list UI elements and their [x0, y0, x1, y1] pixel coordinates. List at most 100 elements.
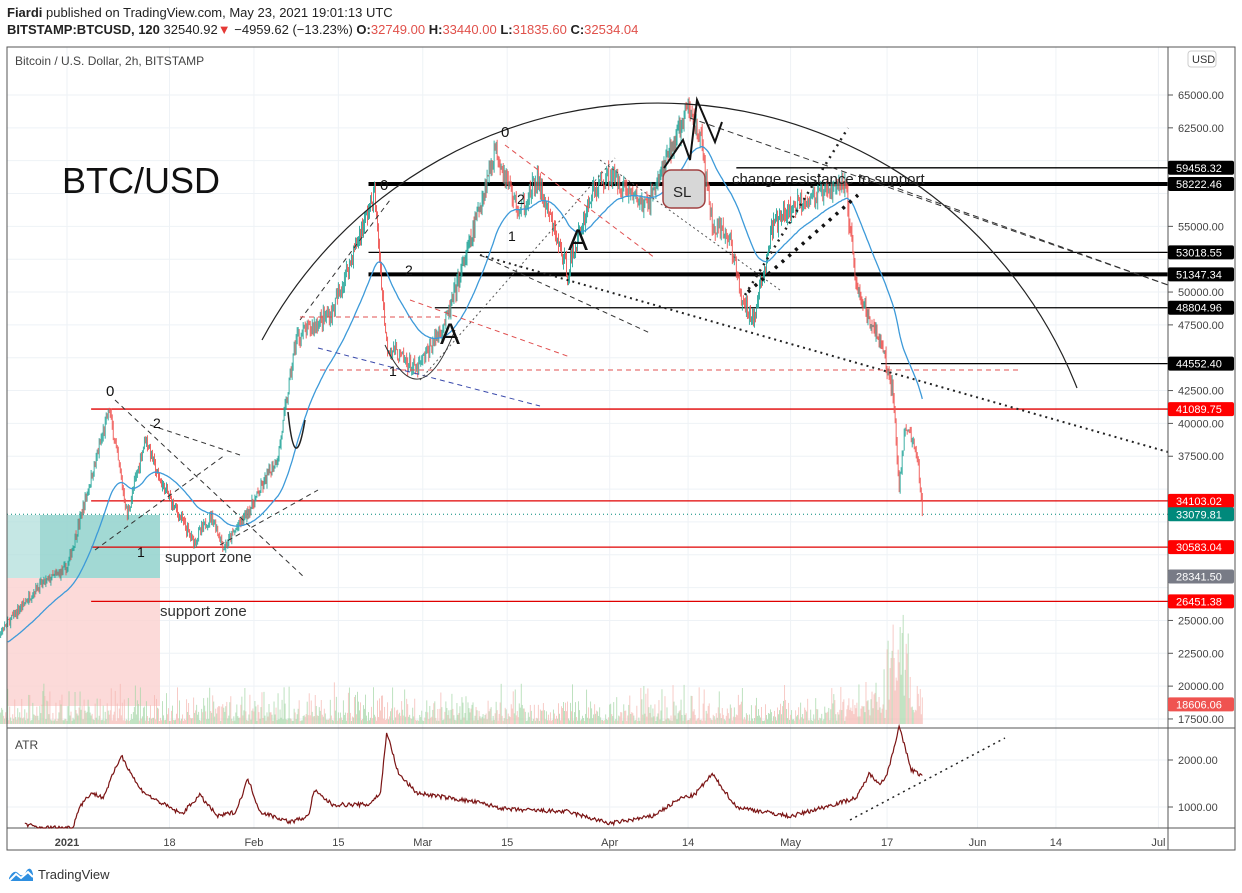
dashed-trendline [219, 489, 319, 546]
dashed-trendline [299, 199, 391, 321]
support-zone-label: support zone [160, 603, 247, 620]
red-dashed-line [504, 144, 656, 259]
publish-info: Fiardi published on TradingView.com, May… [7, 5, 393, 20]
price-tick-label: 40000.00 [1178, 418, 1224, 430]
volume-bars [0, 614, 923, 724]
currency-label: USD [1192, 54, 1215, 66]
atr-label: ATR [15, 738, 38, 752]
level-price-tag: 44552.40 [1176, 359, 1222, 371]
price-tick-label: 65000.00 [1178, 90, 1224, 102]
level-price-tag: 34103.02 [1176, 496, 1222, 508]
time-tick-label: 14 [1050, 837, 1062, 849]
price-tick-label: 17500.00 [1178, 714, 1224, 726]
moving-average-line [7, 146, 923, 643]
time-tick-label: May [780, 837, 801, 849]
wave-label: 2 [517, 191, 525, 207]
cup-curve [384, 329, 456, 380]
resistance-note-label: change resistance to support [732, 171, 925, 188]
level-price-tag: 58222.46 [1176, 179, 1222, 191]
dashed-trendline [479, 254, 651, 334]
price-tag-bg [1168, 569, 1234, 584]
close-label: C: [570, 22, 585, 37]
price-tick-label: 42500.00 [1178, 386, 1224, 398]
wave-label: 0 [501, 124, 509, 141]
price-tick-label: 20000.00 [1178, 681, 1224, 693]
annotation-labels: BTC/USD support zone support zone change re… [62, 124, 925, 620]
last-price: 32540.92 [163, 22, 218, 37]
open-value: 32749.00 [370, 22, 426, 37]
time-tick-label: 2021 [55, 837, 79, 849]
level-price-tag-bg [1168, 177, 1234, 192]
level-price-tag-bg [1168, 245, 1234, 260]
price-tags: 59458.32 58222.46 53018.55 51347.34 48804.96… [1168, 160, 1234, 712]
time-axis[interactable]: 2021 18 Feb 15 Mar 15 Apr 14 May 17 Jun 14 Jul [55, 837, 1166, 849]
dotted-channel [743, 127, 850, 296]
level-price-tag-bg [1168, 402, 1234, 417]
time-tick-label: 18 [163, 837, 175, 849]
level-price-tag: 41089.75 [1176, 404, 1222, 416]
level-price-tag-bg [1168, 160, 1234, 175]
wave-label: A [440, 318, 460, 351]
wave-label: 1 [137, 544, 145, 560]
price-change: −4959.62 (−13.23%) [234, 22, 353, 37]
wave-label: A [568, 224, 588, 257]
price-tick-label: 47500.00 [1178, 320, 1224, 332]
level-price-tag: 53018.55 [1176, 247, 1222, 259]
triangle-down-icon: ▼ [217, 22, 231, 37]
level-price-tag-bg [1168, 300, 1234, 315]
tradingview-logo-icon [8, 868, 34, 882]
price-tag: 18606.06 [1176, 699, 1222, 711]
level-price-tag-bg [1168, 267, 1234, 282]
price-axis[interactable]: 65000.00 62500.00 55000.00 50000.00 47500.00… [1168, 90, 1224, 814]
dotted-line [419, 157, 616, 381]
time-tick-label: Jun [969, 837, 987, 849]
currency-badge[interactable] [1187, 50, 1217, 68]
level-price-tag: 26451.38 [1176, 596, 1222, 608]
time-tick-label: 15 [501, 837, 513, 849]
dotted-line [599, 159, 781, 291]
dashed-trendline [149, 424, 241, 456]
support-zone-pink [7, 578, 160, 706]
blue-dashed-line [317, 347, 541, 407]
footer[interactable]: TradingView [8, 866, 110, 882]
drawings: SL [94, 96, 1169, 821]
price-tick-label: 55000.00 [1178, 221, 1224, 233]
price-tag-bg [1168, 697, 1234, 712]
level-price-tag-bg [1168, 356, 1234, 371]
wave-label: 0 [106, 383, 114, 400]
high-value: 33440.00 [442, 22, 497, 37]
time-tick-label: Jul [1151, 837, 1165, 849]
wave-label: 1 [508, 228, 516, 244]
author[interactable]: Fiardi [7, 5, 43, 20]
dashed-trendline [114, 399, 306, 579]
time-tick-label: Apr [601, 837, 618, 849]
time-tick-label: Mar [413, 837, 432, 849]
price-tick-label: 50000.00 [1178, 287, 1224, 299]
price-tick-label: 62500.00 [1178, 123, 1224, 135]
big-title-label: BTC/USD [62, 160, 220, 201]
wave-label: 2 [405, 262, 413, 278]
published-text: published on TradingView.com, May 23, 20… [46, 5, 393, 20]
atr-tick-label: 2000.00 [1178, 755, 1218, 767]
chart-title: Bitcoin / U.S. Dollar, 2h, BITSTAMP [15, 54, 204, 68]
time-tick-label: 14 [682, 837, 694, 849]
high-label: H: [428, 22, 443, 37]
level-price-tag: 51347.34 [1176, 269, 1222, 281]
support-zones [7, 515, 160, 706]
symbol: BITSTAMP:BTCUSD, 120 [7, 22, 160, 37]
low-value: 31835.60 [512, 22, 567, 37]
hook-curve [287, 411, 306, 449]
symbol-info: BITSTAMP:BTCUSD, 120 32540.92▼ −4959.62 … [7, 22, 638, 37]
candles [0, 97, 923, 639]
dashed-trendline [859, 174, 1169, 286]
close-value: 32534.04 [584, 22, 639, 37]
wave-label: 1 [389, 363, 397, 379]
support-zone-label: support zone [165, 549, 252, 566]
price-tick-label: 37500.00 [1178, 451, 1224, 463]
time-tick-label: 15 [332, 837, 344, 849]
price-tick-label: 22500.00 [1178, 648, 1224, 660]
atr-line [24, 723, 923, 830]
atr-tick-label: 1000.00 [1178, 802, 1218, 814]
chart-frame [6, 46, 1236, 851]
